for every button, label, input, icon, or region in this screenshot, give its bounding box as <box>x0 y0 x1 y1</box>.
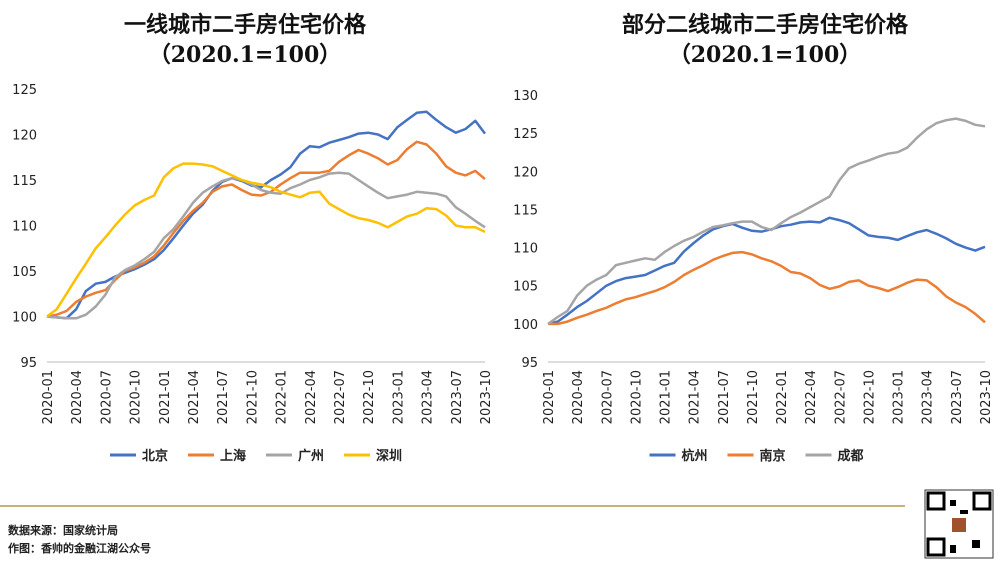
y-tick-label: 115 <box>12 174 37 189</box>
legend-label: 南京 <box>760 448 786 464</box>
x-tick-label: 2023-01 <box>391 370 406 424</box>
y-tick-label: 105 <box>12 265 37 280</box>
x-tick-label: 2023-01 <box>892 370 907 424</box>
x-tick-label: 2020-04 <box>571 370 586 424</box>
x-tick-label: 2022-04 <box>304 370 319 424</box>
legend-label: 广州 <box>298 448 324 464</box>
x-tick-label: 2020-10 <box>629 370 644 424</box>
line <box>46 140 486 318</box>
x-tick-label: 2022-10 <box>362 370 377 424</box>
x-tick-label: 2022-04 <box>804 370 819 424</box>
line <box>547 117 986 325</box>
x-tick-label: 2020-01 <box>41 370 56 424</box>
y-tick-label: 120 <box>12 129 37 144</box>
y-tick-label: 115 <box>513 203 538 218</box>
y-tick-label: 110 <box>513 242 538 257</box>
y-tick-label: 95 <box>521 356 538 371</box>
x-tick-label: 2021-10 <box>245 370 260 424</box>
x-tick-label: 2023-10 <box>479 370 494 424</box>
x-tick-label: 2023-07 <box>950 370 965 424</box>
line <box>548 250 986 326</box>
x-tick-label: 2023-07 <box>450 370 465 424</box>
x-tick-label: 2022-07 <box>833 370 848 424</box>
x-tick-label: 2020-10 <box>129 370 144 424</box>
legend-label: 深圳 <box>376 448 402 464</box>
y-tick-label: 95 <box>20 356 37 371</box>
y-tick-label: 110 <box>12 220 37 235</box>
x-tick-label: 2020-04 <box>70 370 85 424</box>
y-tick-label: 120 <box>513 165 538 180</box>
x-tick-label: 2022-01 <box>275 370 290 424</box>
chart-title: 一线城市二手房住宅价格 <box>124 12 367 38</box>
y-tick-label: 125 <box>513 127 538 142</box>
qr-code <box>924 489 994 559</box>
y-tick-label: 100 <box>513 318 538 333</box>
source: 数据来源：国家统计局 <box>8 523 118 537</box>
x-tick-label: 2020-01 <box>542 370 557 424</box>
x-tick-label: 2021-10 <box>746 370 761 424</box>
x-tick-label: 2022-10 <box>862 370 877 424</box>
x-tick-label: 2021-04 <box>187 370 202 424</box>
line <box>46 171 486 320</box>
x-tick-label: 2021-07 <box>717 370 732 424</box>
chart-subtitle: （2020.1=100） <box>149 42 342 68</box>
x-tick-label: 2021-07 <box>216 370 231 424</box>
x-tick-label: 2022-01 <box>775 370 790 424</box>
x-tick-label: 2020-07 <box>99 370 114 424</box>
legend-label: 杭州 <box>682 448 708 464</box>
x-tick-label: 2021-04 <box>688 370 703 424</box>
x-tick-label: 2021-01 <box>659 370 674 424</box>
y-tick-label: 125 <box>12 83 37 98</box>
x-tick-label: 2023-10 <box>979 370 994 424</box>
x-tick-label: 2021-01 <box>158 370 173 424</box>
x-tick-label: 2023-04 <box>421 370 436 424</box>
legend-label: 成都 <box>838 448 864 464</box>
line <box>547 216 986 326</box>
y-tick-label: 130 <box>513 89 538 104</box>
line <box>46 162 486 318</box>
chart-title: 部分二线城市二手房住宅价格 <box>622 12 909 38</box>
x-tick-label: 2023-04 <box>921 370 936 424</box>
chart-subtitle: （2020.1=100） <box>669 42 862 68</box>
legend-label: 上海 <box>220 448 246 464</box>
y-tick-label: 105 <box>513 280 538 295</box>
x-tick-label: 2020-07 <box>600 370 615 424</box>
legend-label: 北京 <box>142 448 168 464</box>
author: 作图：香帅的金融江湖公众号 <box>8 541 151 555</box>
y-tick-label: 100 <box>12 311 37 326</box>
x-tick-label: 2022-07 <box>333 370 348 424</box>
